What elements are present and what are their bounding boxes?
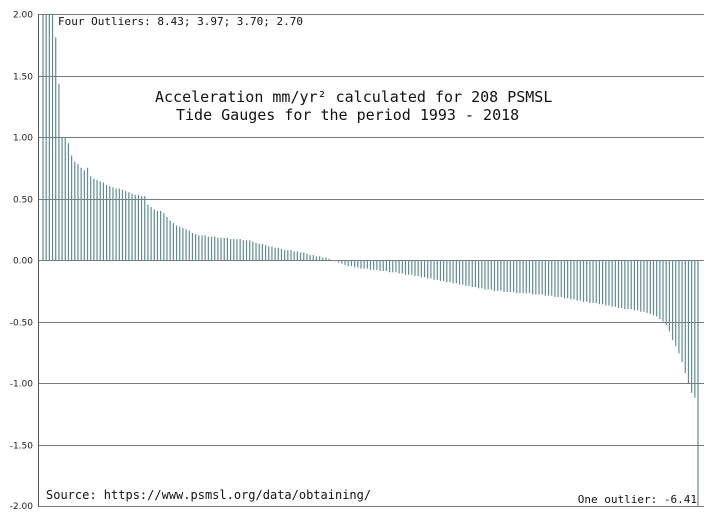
bars xyxy=(42,14,699,506)
y-tick-label: 0.00 xyxy=(13,257,33,267)
y-tick-label: -1.50 xyxy=(10,442,34,452)
gridlines xyxy=(38,14,704,507)
y-tick-label: 2.00 xyxy=(13,11,33,21)
top-note: Four Outliers: 8.43; 3.97; 3.70; 2.70 xyxy=(58,15,303,28)
y-tick-label: 1.00 xyxy=(13,134,33,144)
chart-title-line-2: Tide Gauges for the period 1993 - 2018 xyxy=(176,106,519,124)
y-tick-labels: 2.00 1.50 1.00 0.50 0.00 -0.50 -1.00 -1.50 -2.00 xyxy=(10,11,34,513)
chart-title-line-1: Acceleration mm/yr² calculated for 208 P… xyxy=(155,88,552,106)
y-tick-label: 0.50 xyxy=(13,196,33,206)
bottom-outlier-note: One outlier: -6.41 xyxy=(578,493,697,506)
y-tick-label: -0.50 xyxy=(10,319,34,329)
y-tick-label: -1.00 xyxy=(10,380,34,390)
y-tick-label: -2.00 xyxy=(10,502,34,512)
source-note: Source: https://www.psmsl.org/data/obtai… xyxy=(46,488,371,502)
y-tick-label: 1.50 xyxy=(13,73,33,83)
